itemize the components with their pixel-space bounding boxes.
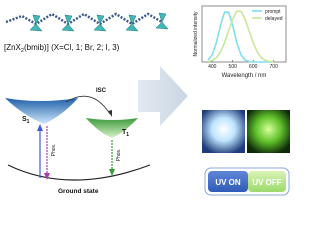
x-tick-label: 400 [208, 64, 217, 70]
formula: [ZnX2(bmib)] (X=Cl, 1; Br, 2; I, 3) [4, 43, 120, 54]
uv-on-label[interactable]: UV ON [215, 178, 241, 187]
spectrum-line [207, 10, 274, 63]
chart-frame [201, 5, 287, 63]
x-tick-label: 600 [249, 64, 258, 70]
jablonski-diagram [5, 95, 151, 181]
uv-off-button[interactable] [248, 171, 286, 192]
singlet-emission-label: Phos. [51, 144, 57, 157]
green-emission-photo [247, 110, 290, 153]
triplet-emission-label: Phos. [116, 149, 122, 162]
ground-state-label: Ground state [58, 188, 99, 195]
uv-on-button[interactable] [208, 171, 248, 192]
singlet-label: S1 [22, 116, 30, 125]
blue-emission-photo [202, 110, 245, 153]
legend-label: prompt [265, 9, 281, 15]
uv-off-label[interactable]: UV OFF [252, 178, 281, 187]
graphical-abstract: [ZnX2(bmib)] (X=Cl, 1; Br, 2; I, 3) S1 T… [4, 5, 290, 196]
polymer-chain [5, 12, 169, 32]
x-axis-label: Wavelength / nm [222, 73, 267, 79]
triplet-label: T1 [122, 129, 129, 138]
legend-label: delayed [265, 16, 283, 22]
flow-arrow [138, 66, 188, 126]
y-axis-label: Normalized intensity [193, 11, 199, 57]
x-tick-label: 700 [270, 64, 279, 70]
isc-label: ISC [96, 88, 107, 94]
x-tick-label: 500 [229, 64, 238, 70]
spectrum-line [207, 11, 274, 63]
